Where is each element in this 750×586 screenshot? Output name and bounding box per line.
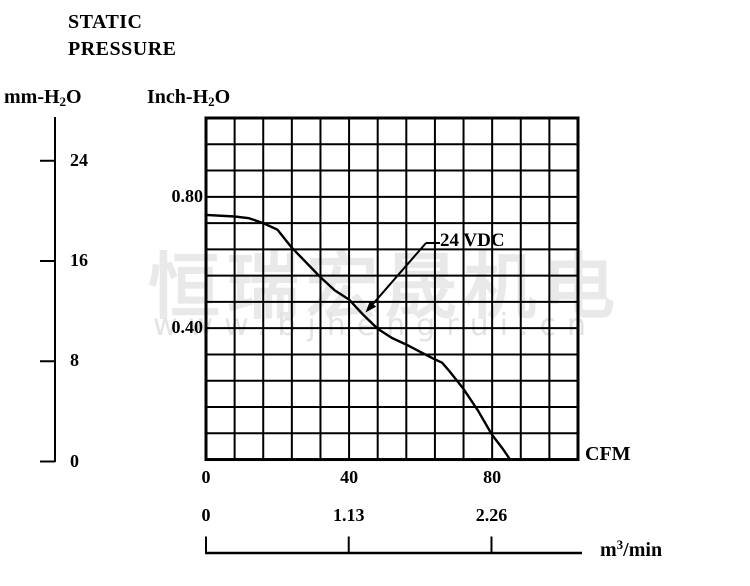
- annotation-leader-line: [371, 242, 427, 306]
- inch-tick-label: 0.80: [171, 185, 204, 206]
- curve-annotation-24vdc: 24 VDC: [440, 230, 505, 251]
- cfm-tick-label: 40: [340, 467, 359, 487]
- mm-tick-label: 0: [70, 450, 79, 471]
- mm-tick-label: 24: [70, 149, 88, 170]
- m3-unit-prefix: m: [600, 539, 617, 561]
- mm-unit-subscript: 2: [59, 94, 67, 109]
- y-axis-unit-inch-h2o: Inch-H2O: [147, 86, 230, 110]
- cfm-tick-label: 0: [201, 467, 211, 487]
- annotation-arrowhead-icon: [365, 301, 377, 313]
- m3-tick-label: 0: [201, 505, 211, 525]
- grid-border: [204, 116, 580, 462]
- x-axis-unit-cfm: CFM: [585, 443, 631, 465]
- m3-tick-label: 2.26: [475, 505, 508, 525]
- inch-unit-subscript: 2: [208, 94, 215, 109]
- inch-unit-suffix: O: [214, 86, 231, 108]
- mm-unit-prefix: mm-H: [4, 86, 60, 108]
- m3-tick-label: 1.13: [332, 505, 365, 525]
- page-title-line1: STATIC: [68, 11, 143, 33]
- cfm-tick-label: 80: [483, 467, 502, 487]
- watermark-cjk-text: 恒瑞宏晟机电: [148, 245, 623, 329]
- inch-tick-label: 0.40: [171, 317, 204, 338]
- watermark-url-text: www.bjhengrui.cn: [153, 308, 598, 343]
- x-axis-unit-m3min: m3/min: [600, 537, 662, 562]
- fan-curve-24vdc: [204, 213, 512, 461]
- m3-unit-superscript: 3: [616, 537, 624, 552]
- mm-tick-label: 16: [70, 250, 88, 270]
- m3-unit-suffix: /min: [623, 539, 663, 561]
- mm-unit-suffix: O: [66, 86, 82, 108]
- y-axis-unit-mm-h2o: mm-H2O: [4, 86, 82, 110]
- inch-unit-prefix: Inch-H: [147, 86, 209, 108]
- mm-tick-label: 8: [70, 350, 79, 371]
- page-title-line2: PRESSURE: [68, 38, 177, 60]
